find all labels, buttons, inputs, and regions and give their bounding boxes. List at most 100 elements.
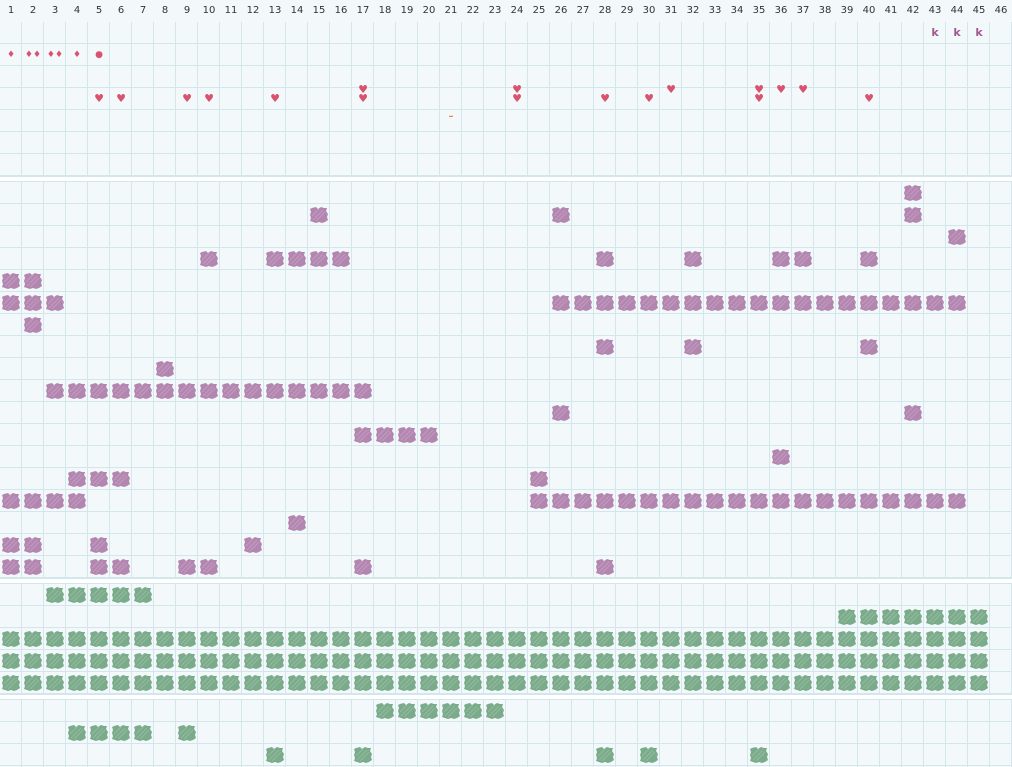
purple-tile[interactable] [111,558,131,576]
heart-icon[interactable]: ♥ [512,92,522,105]
column-header[interactable]: 3 [51,5,59,16]
purple-tile[interactable] [881,294,901,312]
purple-tile[interactable] [1,492,21,510]
purple-tile[interactable] [1,272,21,290]
purple-tile[interactable] [749,492,769,510]
green-tile[interactable] [199,674,219,692]
purple-tile[interactable] [199,250,219,268]
purple-tile[interactable] [221,382,241,400]
purple-tile[interactable] [23,536,43,554]
column-header[interactable]: 45 [972,5,986,16]
green-tile[interactable] [331,674,351,692]
column-header[interactable]: 33 [708,5,722,16]
green-tile[interactable] [551,630,571,648]
green-tile[interactable] [947,674,967,692]
green-tile[interactable] [485,702,505,720]
green-tile[interactable] [793,630,813,648]
green-tile[interactable] [353,746,373,764]
column-header[interactable]: 27 [576,5,590,16]
purple-tile[interactable] [155,382,175,400]
heart-icon[interactable]: ♥ [776,83,786,97]
green-tile[interactable] [859,652,879,670]
purple-tile[interactable] [727,294,747,312]
green-tile[interactable] [837,674,857,692]
column-header[interactable]: 41 [884,5,898,16]
green-tile[interactable] [969,674,989,692]
green-tile[interactable] [221,674,241,692]
purple-tile[interactable] [89,558,109,576]
green-tile[interactable] [749,746,769,764]
green-tile[interactable] [89,586,109,604]
green-tile[interactable] [617,630,637,648]
purple-tile[interactable] [265,250,285,268]
green-tile[interactable] [551,652,571,670]
green-tile[interactable] [45,586,65,604]
green-tile[interactable] [749,630,769,648]
column-header[interactable]: 28 [598,5,612,16]
green-tile[interactable] [287,674,307,692]
green-tile[interactable] [815,652,835,670]
green-tile[interactable] [683,630,703,648]
green-tile[interactable] [111,630,131,648]
column-header[interactable]: 17 [356,5,370,16]
green-tile[interactable] [133,652,153,670]
green-tile[interactable] [595,674,615,692]
purple-tile[interactable] [353,426,373,444]
letter-k-marker[interactable]: k [931,26,939,39]
green-tile[interactable] [441,702,461,720]
green-tile[interactable] [837,630,857,648]
purple-tile[interactable] [551,404,571,422]
purple-tile[interactable] [705,492,725,510]
purple-tile[interactable] [287,382,307,400]
green-tile[interactable] [815,630,835,648]
purple-tile[interactable] [749,294,769,312]
green-tile[interactable] [529,674,549,692]
green-tile[interactable] [793,674,813,692]
green-tile[interactable] [639,674,659,692]
green-tile[interactable] [573,674,593,692]
green-tile[interactable] [925,630,945,648]
column-header[interactable]: 24 [510,5,524,16]
purple-tile[interactable] [551,294,571,312]
letter-k-marker[interactable]: k [953,26,961,39]
purple-tile[interactable] [573,294,593,312]
column-header[interactable]: 42 [906,5,920,16]
purple-tile[interactable] [683,250,703,268]
green-tile[interactable] [133,630,153,648]
purple-tile[interactable] [89,536,109,554]
green-tile[interactable] [155,674,175,692]
green-tile[interactable] [573,652,593,670]
green-tile[interactable] [947,652,967,670]
green-tile[interactable] [903,674,923,692]
purple-tile[interactable] [771,448,791,466]
green-tile[interactable] [661,630,681,648]
column-header[interactable]: 35 [752,5,766,16]
green-tile[interactable] [903,608,923,626]
green-tile[interactable] [45,630,65,648]
purple-tile[interactable] [595,250,615,268]
letter-k-marker[interactable]: k [975,26,983,39]
green-tile[interactable] [397,702,417,720]
dot-marker[interactable]: ● [95,50,103,60]
green-tile[interactable] [903,652,923,670]
purple-tile[interactable] [353,558,373,576]
purple-tile[interactable] [89,382,109,400]
green-tile[interactable] [419,652,439,670]
drop-icon[interactable]: ♦ [6,50,16,60]
green-tile[interactable] [375,674,395,692]
green-tile[interactable] [727,652,747,670]
green-tile[interactable] [89,724,109,742]
green-tile[interactable] [859,608,879,626]
green-tile[interactable] [639,652,659,670]
green-tile[interactable] [67,652,87,670]
green-tile[interactable] [1,674,21,692]
green-tile[interactable] [639,746,659,764]
purple-tile[interactable] [595,492,615,510]
green-tile[interactable] [243,652,263,670]
green-tile-layer-panel[interactable] [0,584,1012,694]
green-tile[interactable] [727,630,747,648]
heart-icon[interactable]: ♥ [754,92,764,105]
green-tile[interactable] [881,652,901,670]
column-header[interactable]: 12 [246,5,260,16]
heart-icon[interactable]: ♥ [116,92,126,105]
